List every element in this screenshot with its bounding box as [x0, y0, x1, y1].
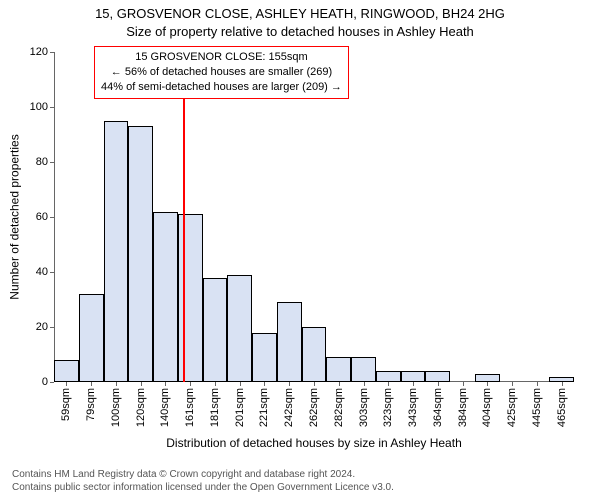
xtick-label: 140sqm: [159, 388, 171, 427]
histogram-bar: [326, 357, 351, 382]
ytick-mark: [50, 272, 54, 273]
histogram-bar: [302, 327, 327, 382]
ytick-label: 120: [30, 46, 48, 58]
ytick-mark: [50, 382, 54, 383]
histogram-bar: [178, 214, 203, 382]
histogram-bar: [376, 371, 401, 382]
xtick-mark: [413, 382, 414, 386]
xtick-label: 201sqm: [234, 388, 246, 427]
xtick-label: 59sqm: [60, 388, 72, 421]
xtick-mark: [314, 382, 315, 386]
xtick-label: 445sqm: [531, 388, 543, 427]
xtick-label: 242sqm: [283, 388, 295, 427]
xtick-mark: [438, 382, 439, 386]
xtick-mark: [240, 382, 241, 386]
xtick-label: 262sqm: [308, 388, 320, 427]
xtick-mark: [141, 382, 142, 386]
y-axis-label-wrap: Number of detached properties: [8, 52, 22, 382]
xtick-mark: [91, 382, 92, 386]
xtick-label: 364sqm: [432, 388, 444, 427]
xtick-mark: [512, 382, 513, 386]
histogram-bar: [475, 374, 500, 382]
annotation-line: ← 56% of detached houses are smaller (26…: [101, 65, 342, 80]
ytick-mark: [50, 107, 54, 108]
xtick-mark: [289, 382, 290, 386]
xtick-mark: [264, 382, 265, 386]
histogram-bar: [128, 126, 153, 382]
xtick-mark: [537, 382, 538, 386]
title-subtitle: Size of property relative to detached ho…: [0, 24, 600, 39]
xtick-label: 404sqm: [481, 388, 493, 427]
ytick-mark: [50, 327, 54, 328]
annotation-line: 44% of semi-detached houses are larger (…: [101, 80, 342, 95]
xtick-mark: [165, 382, 166, 386]
xtick-label: 181sqm: [209, 388, 221, 427]
histogram-bar: [425, 371, 450, 382]
footer-line-2: Contains public sector information licen…: [12, 482, 600, 495]
histogram-bar: [203, 278, 228, 383]
ytick-label: 80: [36, 156, 48, 168]
xtick-mark: [116, 382, 117, 386]
y-axis-label: Number of detached properties: [8, 134, 22, 299]
xtick-label: 282sqm: [333, 388, 345, 427]
ytick-mark: [50, 217, 54, 218]
histogram-bar: [277, 302, 302, 382]
figure-container: 15, GROSVENOR CLOSE, ASHLEY HEATH, RINGW…: [0, 0, 600, 500]
ytick-label: 60: [36, 211, 48, 223]
xtick-label: 221sqm: [258, 388, 270, 427]
histogram-bar: [227, 275, 252, 382]
reference-line: [183, 52, 185, 382]
xtick-mark: [66, 382, 67, 386]
xtick-label: 343sqm: [407, 388, 419, 427]
xtick-label: 100sqm: [110, 388, 122, 427]
xtick-mark: [487, 382, 488, 386]
annotation-box: 15 GROSVENOR CLOSE: 155sqm← 56% of detac…: [94, 46, 349, 99]
xtick-label: 425sqm: [506, 388, 518, 427]
histogram-bar: [153, 212, 178, 383]
xtick-label: 465sqm: [556, 388, 568, 427]
ytick-label: 0: [42, 376, 48, 388]
histogram-bar: [54, 360, 79, 382]
ytick-label: 100: [30, 101, 48, 113]
histogram-bar: [401, 371, 426, 382]
histogram-bar: [104, 121, 129, 382]
xtick-mark: [463, 382, 464, 386]
xtick-label: 323sqm: [382, 388, 394, 427]
xtick-mark: [388, 382, 389, 386]
footer-line-1: Contains HM Land Registry data © Crown c…: [12, 469, 600, 482]
xtick-mark: [190, 382, 191, 386]
ytick-label: 40: [36, 266, 48, 278]
xtick-mark: [562, 382, 563, 386]
attribution-footer: Contains HM Land Registry data © Crown c…: [0, 469, 600, 494]
histogram-chart: 02040608010012059sqm79sqm100sqm120sqm140…: [54, 52, 574, 382]
xtick-label: 303sqm: [358, 388, 370, 427]
xtick-label: 79sqm: [85, 388, 97, 421]
histogram-bar: [79, 294, 104, 382]
histogram-bar: [252, 333, 277, 383]
ytick-mark: [50, 162, 54, 163]
x-axis-label: Distribution of detached houses by size …: [54, 436, 574, 450]
xtick-mark: [215, 382, 216, 386]
title-address: 15, GROSVENOR CLOSE, ASHLEY HEATH, RINGW…: [0, 6, 600, 21]
histogram-bar: [351, 357, 376, 382]
xtick-mark: [364, 382, 365, 386]
ytick-label: 20: [36, 321, 48, 333]
annotation-line: 15 GROSVENOR CLOSE: 155sqm: [101, 50, 342, 65]
xtick-label: 161sqm: [184, 388, 196, 427]
xtick-mark: [339, 382, 340, 386]
xtick-label: 120sqm: [135, 388, 147, 427]
xtick-label: 384sqm: [457, 388, 469, 427]
ytick-mark: [50, 52, 54, 53]
